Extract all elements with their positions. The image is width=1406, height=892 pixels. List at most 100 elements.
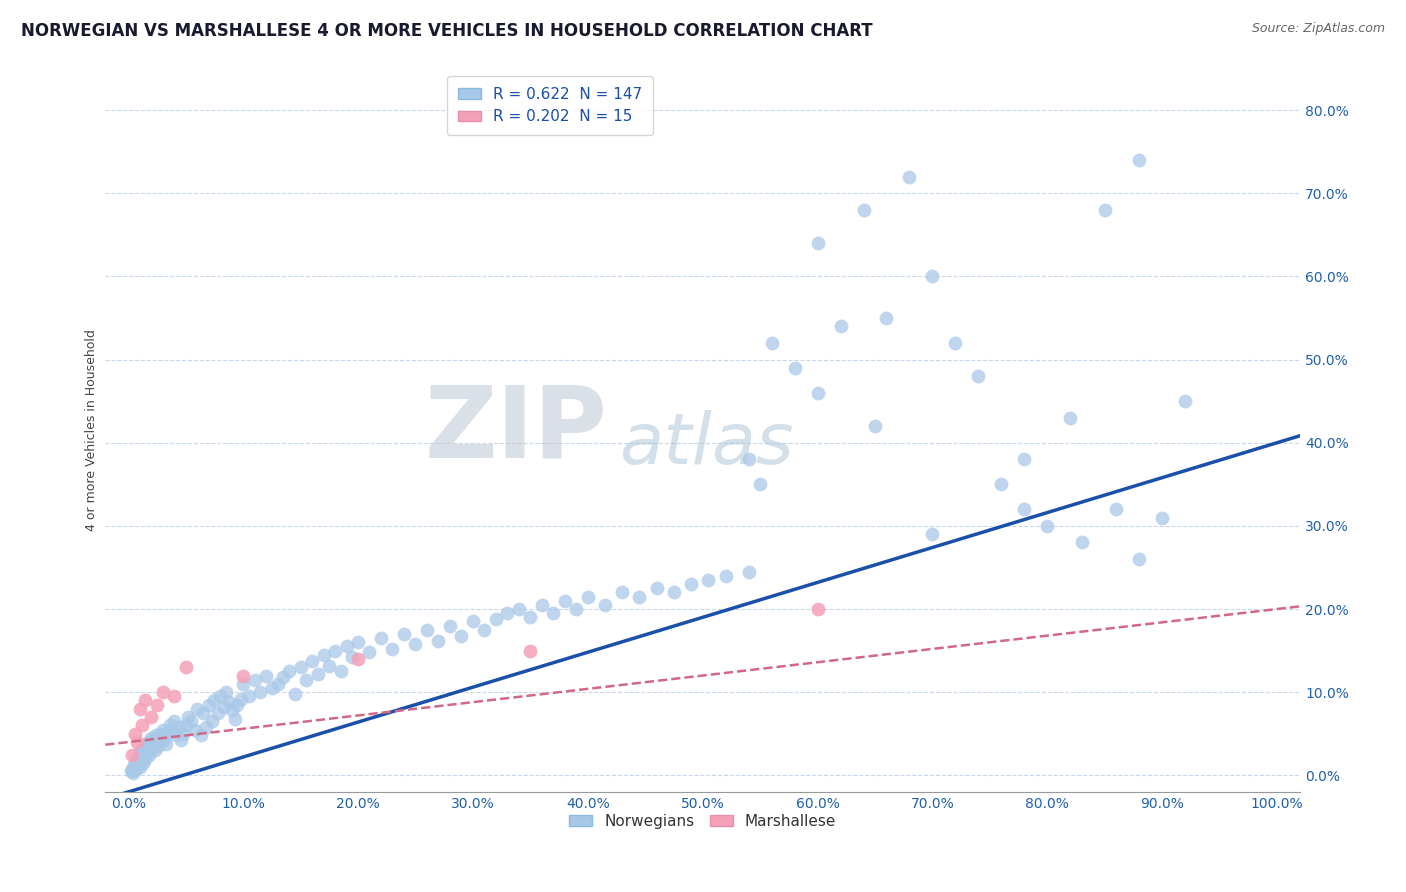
- Point: [1152, 510, 1174, 524]
- Point: [806, 236, 828, 251]
- Point: [967, 369, 990, 384]
- Point: [254, 668, 277, 682]
- Point: [921, 527, 943, 541]
- Point: [359, 645, 381, 659]
- Point: [416, 623, 439, 637]
- Point: [1036, 519, 1059, 533]
- Point: [159, 718, 181, 732]
- Point: [157, 725, 180, 739]
- Point: [143, 743, 166, 757]
- Point: [215, 685, 238, 699]
- Point: [120, 764, 142, 779]
- Point: [260, 681, 283, 695]
- Point: [129, 753, 152, 767]
- Point: [323, 643, 346, 657]
- Point: [232, 668, 254, 682]
- Point: [238, 690, 260, 704]
- Point: [142, 733, 165, 747]
- Point: [190, 728, 212, 742]
- Point: [1014, 452, 1036, 467]
- Point: [852, 202, 875, 217]
- Point: [128, 750, 150, 764]
- Point: [149, 727, 172, 741]
- Point: [290, 660, 312, 674]
- Point: [226, 698, 249, 712]
- Point: [141, 737, 163, 751]
- Point: [461, 615, 484, 629]
- Point: [163, 690, 186, 704]
- Point: [127, 752, 149, 766]
- Point: [138, 747, 160, 762]
- Point: [229, 691, 252, 706]
- Point: [945, 335, 967, 350]
- Point: [273, 670, 295, 684]
- Text: NORWEGIAN VS MARSHALLESE 4 OR MORE VEHICLES IN HOUSEHOLD CORRELATION CHART: NORWEGIAN VS MARSHALLESE 4 OR MORE VEHIC…: [21, 22, 873, 40]
- Point: [122, 764, 145, 778]
- Point: [191, 706, 214, 720]
- Point: [474, 623, 496, 637]
- Point: [125, 753, 148, 767]
- Point: [312, 648, 335, 662]
- Point: [1128, 552, 1150, 566]
- Point: [554, 593, 576, 607]
- Point: [565, 602, 588, 616]
- Point: [530, 598, 553, 612]
- Point: [278, 665, 301, 679]
- Y-axis label: 4 or more Vehicles in Household: 4 or more Vehicles in Household: [86, 329, 98, 531]
- Point: [177, 710, 200, 724]
- Point: [347, 652, 370, 666]
- Point: [381, 642, 404, 657]
- Point: [301, 654, 323, 668]
- Point: [186, 702, 208, 716]
- Point: [131, 750, 153, 764]
- Point: [128, 756, 150, 770]
- Point: [318, 658, 340, 673]
- Point: [218, 695, 240, 709]
- Point: [124, 760, 146, 774]
- Point: [209, 690, 232, 704]
- Point: [990, 477, 1012, 491]
- Point: [167, 720, 190, 734]
- Legend: Norwegians, Marshallese: Norwegians, Marshallese: [562, 808, 842, 835]
- Point: [127, 735, 149, 749]
- Point: [132, 756, 155, 770]
- Point: [131, 745, 153, 759]
- Point: [404, 637, 426, 651]
- Point: [125, 762, 148, 776]
- Point: [155, 737, 177, 751]
- Point: [174, 660, 197, 674]
- Point: [163, 714, 186, 729]
- Point: [392, 627, 415, 641]
- Point: [863, 419, 886, 434]
- Point: [806, 385, 828, 400]
- Point: [128, 702, 150, 716]
- Point: [249, 685, 271, 699]
- Point: [122, 758, 145, 772]
- Point: [737, 565, 759, 579]
- Point: [221, 703, 243, 717]
- Point: [139, 743, 162, 757]
- Point: [121, 762, 143, 776]
- Point: [134, 693, 156, 707]
- Point: [243, 673, 266, 687]
- Point: [342, 650, 364, 665]
- Point: [370, 631, 392, 645]
- Point: [170, 733, 193, 747]
- Point: [439, 618, 461, 632]
- Point: [543, 606, 565, 620]
- Point: [1070, 535, 1092, 549]
- Point: [593, 598, 616, 612]
- Point: [136, 735, 159, 749]
- Point: [1059, 410, 1081, 425]
- Point: [131, 718, 153, 732]
- Point: [153, 728, 176, 742]
- Point: [134, 747, 156, 762]
- Point: [121, 765, 143, 780]
- Point: [124, 756, 146, 770]
- Point: [335, 640, 357, 654]
- Point: [876, 310, 898, 325]
- Point: [152, 723, 174, 737]
- Point: [295, 673, 318, 687]
- Point: [662, 585, 685, 599]
- Point: [1014, 502, 1036, 516]
